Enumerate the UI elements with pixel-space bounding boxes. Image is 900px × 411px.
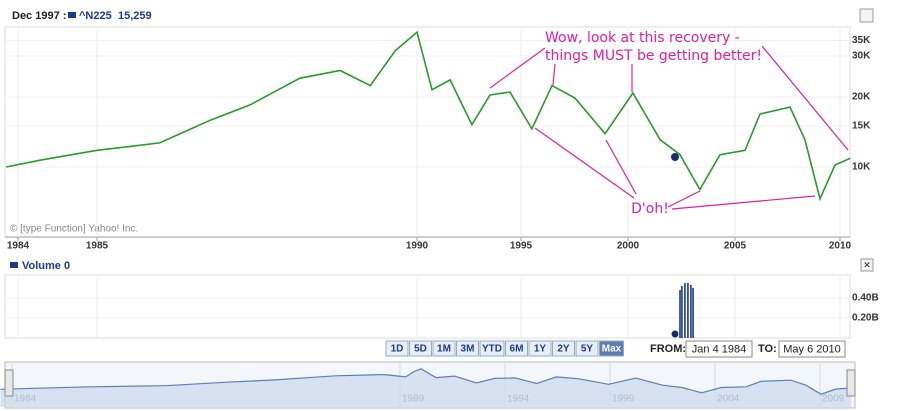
from-input[interactable] — [685, 340, 753, 358]
navigator-handle-right[interactable] — [846, 369, 856, 397]
range-button[interactable] — [599, 340, 624, 357]
range-button-label: 5D — [414, 344, 427, 355]
range-button[interactable] — [409, 340, 432, 357]
header-symbol: ^N225 — [79, 10, 112, 22]
volume-swatch — [10, 262, 18, 268]
range-buttons: 1D 5D 1M 3M YTD 6M 1Y 2Y 5Y Max — [385, 340, 624, 357]
x-tick-label: 1995 — [510, 241, 533, 252]
range-button-label: 1D — [391, 344, 404, 355]
range-button-label: Max — [602, 344, 622, 355]
settings-icon[interactable] — [859, 8, 874, 23]
x-tick-label: 2010 — [829, 241, 852, 252]
cursor-dot — [671, 153, 679, 161]
range-button[interactable] — [575, 340, 599, 357]
range-button[interactable] — [479, 340, 505, 357]
range-button[interactable] — [528, 340, 552, 357]
y-tick-label: 0.40B — [852, 293, 879, 304]
x-tick-label: 1985 — [86, 241, 109, 252]
y-tick-label: 15K — [852, 121, 871, 132]
y-tick-label: 20K — [852, 92, 871, 103]
close-icon: ✕ — [863, 260, 871, 270]
range-button[interactable] — [505, 340, 528, 357]
header-value: 15,259 — [118, 10, 152, 22]
from-label: FROM: — [650, 343, 686, 355]
close-volume[interactable] — [860, 258, 874, 272]
price-layer: 1984 1985 1990 1995 2000 2005 2010 10K 15K 20K 30K… — [5, 27, 871, 252]
volume-value: 0 — [64, 260, 70, 272]
to-input[interactable] — [778, 340, 846, 358]
annotations: Wow, look at this recovery - things MUST … — [545, 30, 762, 217]
header-date: Dec 1997 : — [12, 10, 66, 22]
range-button-label: YTD — [482, 344, 502, 355]
y-tick-label: 35K — [852, 35, 871, 46]
volume-bar — [692, 288, 694, 338]
range-button[interactable] — [456, 340, 479, 357]
y-tick-label: 30K — [852, 51, 871, 62]
range-button-label: 5Y — [581, 344, 594, 355]
volume-bar — [684, 283, 686, 338]
annotation: D'oh! — [631, 201, 669, 217]
annotation: Wow, look at this recovery - — [545, 30, 740, 46]
range-button-label: 2Y — [557, 344, 570, 355]
y-tick-label: 0.20B — [852, 313, 879, 324]
to-date: May 6 2010 — [783, 343, 840, 355]
legend-swatch — [68, 12, 76, 18]
volume-bar — [679, 290, 681, 338]
volume-bar — [687, 283, 689, 338]
x-tick-label: 2005 — [724, 241, 747, 252]
range-button-label: 1M — [437, 344, 451, 355]
price-line — [5, 30, 851, 202]
volume-bar — [690, 285, 692, 338]
volume-title: Volume — [22, 260, 61, 272]
range-button-label: 6M — [510, 344, 524, 355]
navigator: 198419891994199920042009 — [0, 362, 852, 408]
x-tick-label: 1990 — [406, 241, 429, 252]
range-button[interactable] — [552, 340, 575, 357]
annotation-lines — [489, 45, 849, 210]
x-tick-label: 1984 — [7, 241, 30, 252]
volume-frame — [4, 274, 851, 339]
volume-layer: 0.20B 0.40B — [5, 275, 879, 338]
navigator-handle-left[interactable] — [4, 369, 14, 397]
to-label: TO: — [758, 343, 777, 355]
navigator-area — [0, 368, 852, 407]
range-button-label: 1Y — [534, 344, 547, 355]
range-button[interactable] — [432, 340, 456, 357]
volume-cursor-dot — [671, 330, 679, 338]
annotation: things MUST be getting better! — [545, 48, 762, 64]
x-tick-label: 2000 — [617, 241, 640, 252]
range-button[interactable] — [385, 340, 409, 357]
range-button-label: 3M — [461, 344, 475, 355]
y-tick-label: 10K — [852, 162, 871, 173]
from-date: Jan 4 1984 — [692, 343, 746, 355]
navigator-line — [0, 368, 852, 395]
volume-bar — [681, 286, 683, 338]
watermark: © [type Function] Yahoo! Inc. — [10, 224, 138, 235]
